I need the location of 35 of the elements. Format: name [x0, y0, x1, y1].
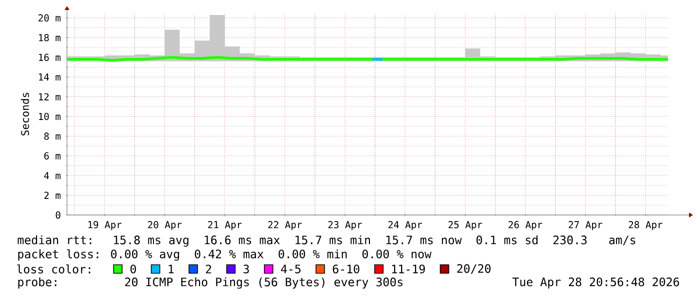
- y-tick-label: 12 m: [39, 93, 61, 100]
- x-tick-label: 21 Apr: [208, 221, 242, 230]
- x-tick-label: 25 Apr: [448, 221, 482, 230]
- text: Tue Apr 28 20:56:48 2026: [512, 277, 680, 289]
- y-tick-label: 18 m: [39, 34, 61, 42]
- y-tick-label: 10 m: [39, 112, 61, 120]
- legend-label: 20/20: [457, 264, 491, 274]
- y-tick-label: 20 m: [38, 14, 61, 22]
- x-tick-label: 22 Apr: [268, 221, 302, 230]
- y-axis-title: Seconds: [20, 92, 30, 136]
- legend-label: 2: [206, 264, 212, 274]
- x-tick-label: 27 Apr: [568, 221, 602, 230]
- legend-label: 0: [130, 264, 136, 274]
- text: median rtt: 15.8 ms avg 16.6 ms max 15.7 ms min 15.7 ms now 0.1 ms sd 230.3 am/s: [18, 235, 636, 247]
- y-tick-label: 16 m: [39, 54, 61, 61]
- y-tick-label: 8 m: [44, 132, 61, 140]
- y-tick-label: 14 m: [39, 74, 61, 81]
- legend-label: 11-19: [392, 264, 425, 274]
- x-tick-label: 28 Apr: [628, 221, 662, 230]
- y-tick-label: 0: [56, 211, 60, 219]
- legend-label: 1: [168, 264, 174, 274]
- y-tick-label: 6 m: [44, 152, 61, 160]
- x-tick-label: 19 Apr: [88, 221, 122, 230]
- x-tick-label: 23 Apr: [328, 221, 362, 230]
- legend-label: 6-10: [332, 264, 360, 274]
- x-tick-label: 26 Apr: [508, 221, 542, 230]
- y-tick-label: 2 m: [44, 192, 61, 199]
- x-tick-label: 20 Apr: [148, 221, 182, 230]
- x-tick-label: 24 Apr: [388, 221, 422, 230]
- legend-label: 3: [244, 264, 249, 274]
- text: probe: 20 ICMP Echo Pings (56 Bytes) every 300s: [18, 277, 402, 289]
- y-tick-label: 4 m: [44, 172, 61, 180]
- legend-label: 4-5: [281, 264, 300, 274]
- text: packet loss: 0.00 % avg 0.42 % max 0.00 % min 0.00 % now: [18, 249, 432, 261]
- legend-title: loss color:: [17, 264, 90, 274]
